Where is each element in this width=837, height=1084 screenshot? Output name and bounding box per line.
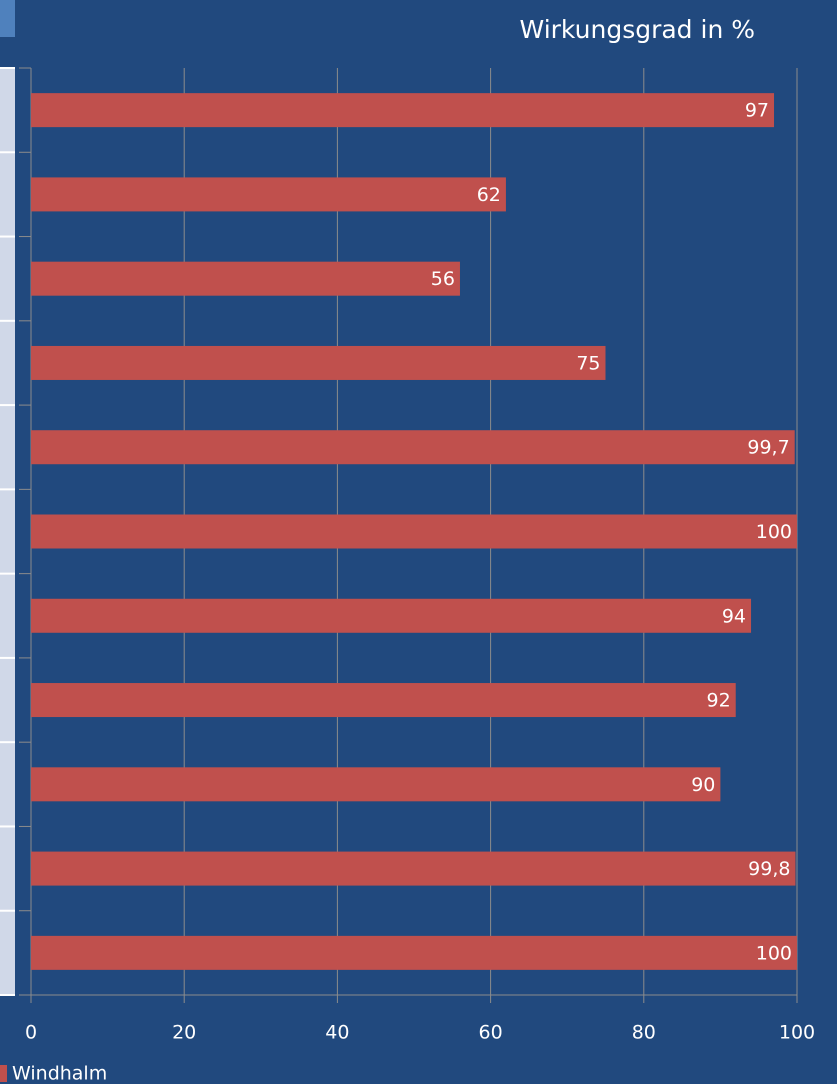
table-edge-header <box>0 0 15 37</box>
value-label: 56 <box>431 268 455 290</box>
x-tick-label: 20 <box>172 1022 196 1044</box>
value-label: 99,7 <box>747 437 789 459</box>
x-tick-label: 100 <box>779 1022 815 1044</box>
bar <box>31 345 606 380</box>
value-label: 100 <box>756 521 792 543</box>
x-tick-label: 80 <box>632 1022 656 1044</box>
value-label: 90 <box>691 774 715 796</box>
bar <box>31 430 795 465</box>
table-edge <box>0 68 15 995</box>
legend-label: Windhalm <box>12 1063 107 1084</box>
value-label: 94 <box>722 605 746 627</box>
value-label: 97 <box>745 100 769 122</box>
bar <box>31 851 796 886</box>
bar <box>31 177 506 212</box>
bar <box>31 598 752 633</box>
x-tick-label: 60 <box>479 1022 503 1044</box>
value-label: 100 <box>756 942 792 964</box>
bar <box>31 261 460 296</box>
bar <box>31 93 775 128</box>
bar <box>31 683 736 718</box>
x-tick-label: 40 <box>325 1022 349 1044</box>
bar <box>31 767 721 802</box>
value-label: 75 <box>576 352 600 374</box>
bar <box>31 514 797 549</box>
x-tick-label: 0 <box>25 1022 37 1044</box>
value-label: 99,8 <box>748 858 790 880</box>
legend-swatch <box>0 1065 7 1082</box>
value-label: 92 <box>707 690 731 712</box>
chart-title: Wirkungsgrad in % <box>520 15 755 44</box>
value-label: 62 <box>477 184 501 206</box>
bar <box>31 935 797 970</box>
